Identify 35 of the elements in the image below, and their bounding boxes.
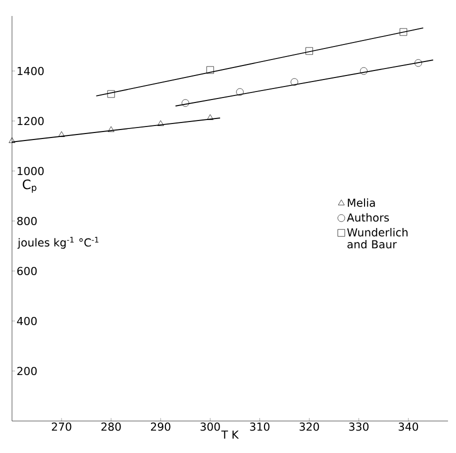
y-axis-title: C$_{p}$	[22, 179, 36, 193]
point	[8, 137, 16, 143]
point	[236, 88, 244, 96]
x-axis-title: T K	[221, 430, 239, 439]
legend-label: Melia	[348, 198, 375, 207]
point	[360, 67, 368, 75]
point	[306, 47, 313, 55]
x-tick-label: 270	[52, 422, 72, 431]
y-tick-label: 600	[17, 266, 37, 276]
point	[157, 120, 164, 126]
y-tick-label: 1400	[18, 66, 44, 76]
x-tick-label: 340	[398, 422, 418, 431]
x-tick-label: 300	[200, 422, 220, 431]
x-tick-label: 280	[101, 422, 121, 431]
point	[290, 78, 298, 86]
point	[107, 90, 115, 98]
y-tick-label: 1000	[18, 166, 44, 176]
point	[400, 28, 408, 36]
point	[206, 66, 214, 74]
x-tick-label: 310	[250, 422, 270, 431]
y-tick-label: 400	[17, 316, 37, 326]
point	[108, 126, 114, 132]
point	[414, 59, 422, 67]
annotation: joules kg$^{-1}$ °C$^{-1}$	[18, 236, 98, 249]
x-tick-label: 330	[349, 422, 369, 431]
x-tick-label: 320	[300, 422, 319, 431]
point	[182, 99, 190, 107]
y-tick-label: 200	[17, 366, 37, 376]
point	[206, 114, 214, 120]
point	[58, 131, 65, 137]
y-tick-label: 1200	[18, 116, 44, 126]
legend-label: Wunderlich and Baur	[347, 228, 408, 248]
legend-label: Authors	[346, 213, 389, 222]
x-tick-label: 290	[150, 422, 170, 431]
y-tick-label: 800	[17, 216, 37, 226]
